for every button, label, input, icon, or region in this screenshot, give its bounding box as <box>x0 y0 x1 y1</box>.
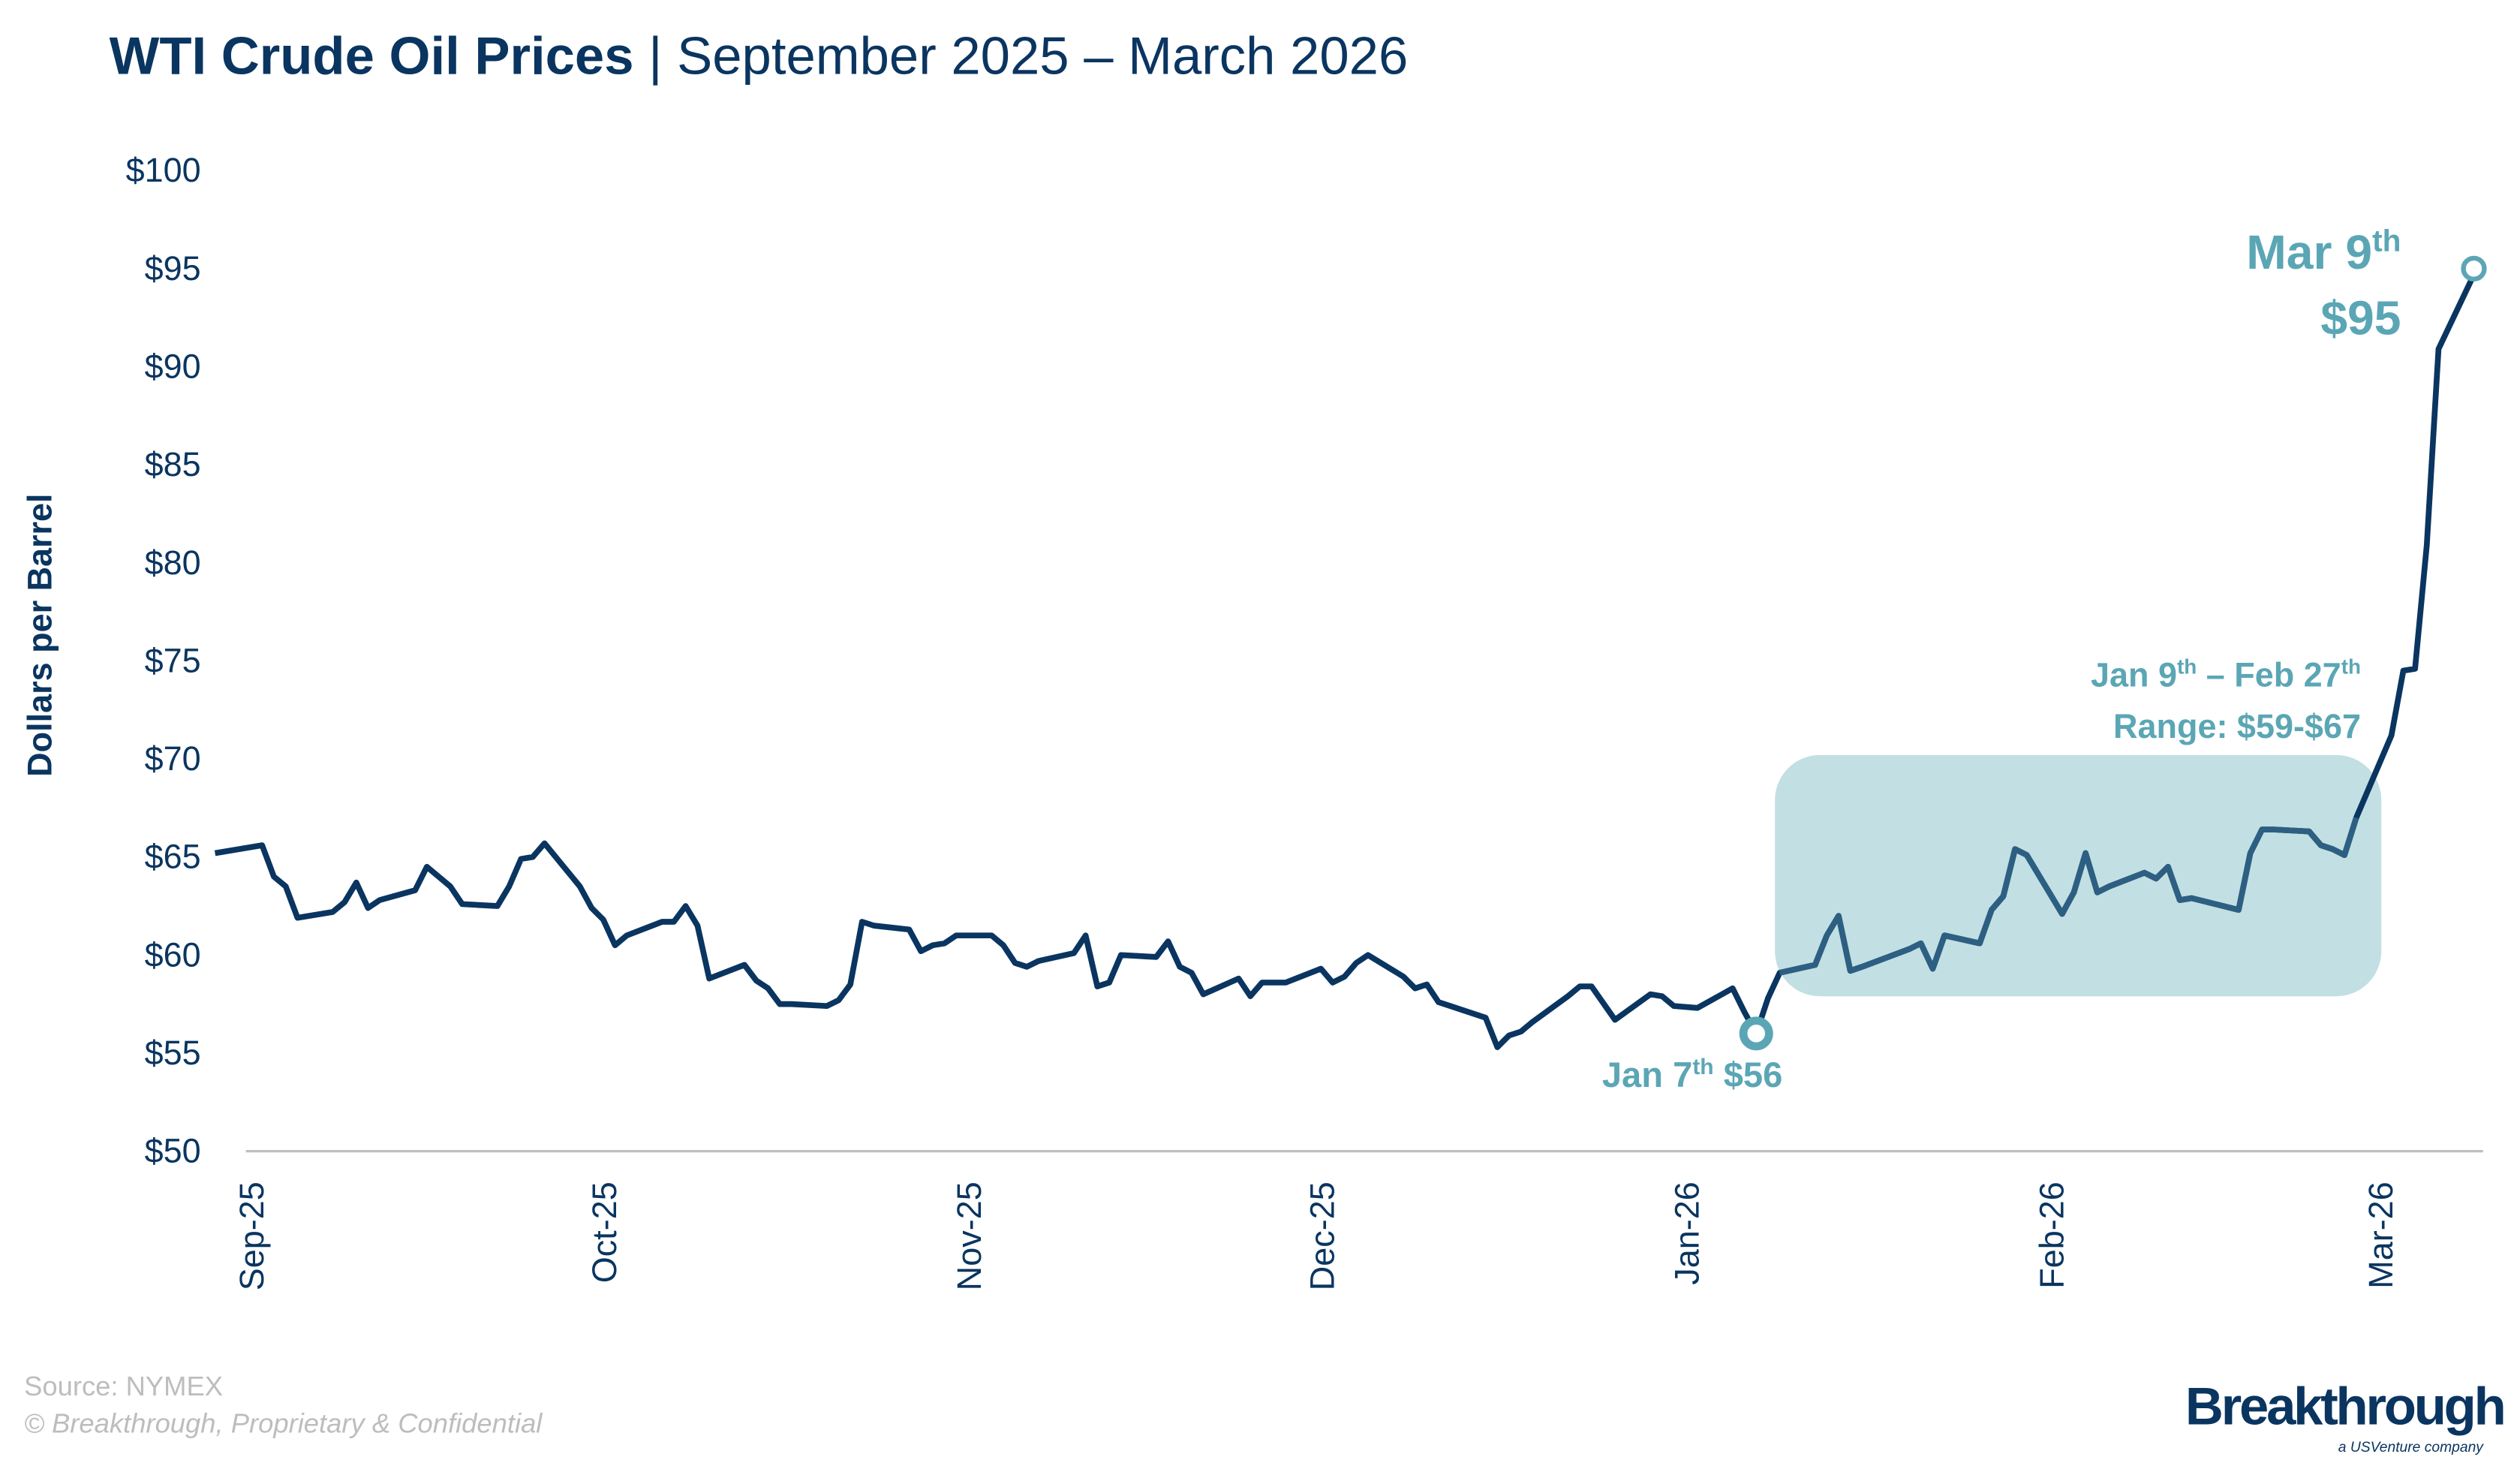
x-tick-label: Nov-25 <box>950 1182 988 1290</box>
title-separator: | <box>634 26 678 86</box>
x-tick-label: Jan-26 <box>1667 1182 1706 1285</box>
high-annotation-date: Mar 9th <box>2246 223 2401 279</box>
copyright-note: © Breakthrough, Proprietary & Confidenti… <box>24 1407 543 1438</box>
y-tick-label: $55 <box>145 1034 201 1072</box>
range-to-sup: th <box>2341 655 2361 679</box>
high-point-marker <box>2461 255 2487 281</box>
high-label-sup: th <box>2372 223 2401 257</box>
y-tick-label: $85 <box>145 445 201 483</box>
x-tick-label: Feb-26 <box>2032 1182 2070 1288</box>
y-tick-label: $60 <box>145 935 201 974</box>
x-tick-label: Dec-25 <box>1303 1182 1341 1290</box>
chart-title: WTI Crude Oil Prices | September 2025 – … <box>110 26 1409 86</box>
y-tick-label: $100 <box>126 151 201 189</box>
low-label-sup: th <box>1692 1055 1713 1079</box>
logo-tagline: a USVenture company <box>2338 1440 2484 1455</box>
title-rest: September 2025 – March 2026 <box>677 26 1408 86</box>
low-annotation: Jan 7th $56 <box>1602 1055 1782 1094</box>
source-note: Source: NYMEX <box>24 1371 223 1401</box>
x-tick-label: Sep-25 <box>233 1182 271 1290</box>
y-tick-label: $50 <box>145 1132 201 1170</box>
x-tick-label: Mar-26 <box>2362 1182 2400 1288</box>
range-from-sup: th <box>2177 655 2197 679</box>
low-label-date: Jan 7 <box>1602 1055 1692 1094</box>
high-label-date: Mar 9 <box>2246 225 2372 279</box>
range-from: Jan 9 <box>2091 656 2177 694</box>
y-tick-label: $95 <box>145 249 201 287</box>
range-to: – Feb 27 <box>2197 656 2341 694</box>
x-ticks: Sep-25 Oct-25 Nov-25 Dec-25 Jan-26 Feb-26 Mar-… <box>233 1182 2400 1290</box>
breakthrough-logo: Breakthrough <box>2185 1377 2504 1436</box>
y-tick-label: $80 <box>145 543 201 582</box>
range-annotation-dates: Jan 9th – Feb 27th <box>2091 655 2361 694</box>
y-axis-label: Dollars per Barrel <box>21 493 59 776</box>
y-tick-label: $90 <box>145 347 201 385</box>
y-tick-label: $70 <box>145 739 201 778</box>
y-tick-label: $65 <box>145 838 201 876</box>
x-tick-label: Oct-25 <box>585 1182 624 1283</box>
series-line-in-range <box>1779 817 2359 976</box>
low-point-marker <box>1739 1016 1773 1051</box>
y-tick-label: $75 <box>145 641 201 679</box>
title-bold: WTI Crude Oil Prices <box>110 26 634 86</box>
low-label-value: $56 <box>1714 1055 1783 1094</box>
y-ticks: $50 $55 $60 $65 $70 $75 $80 $85 $90 $95 $100 <box>126 151 201 1170</box>
high-label-value: $95 <box>2320 291 2401 345</box>
range-annotation-values: Range: $59-$67 <box>2113 707 2361 745</box>
